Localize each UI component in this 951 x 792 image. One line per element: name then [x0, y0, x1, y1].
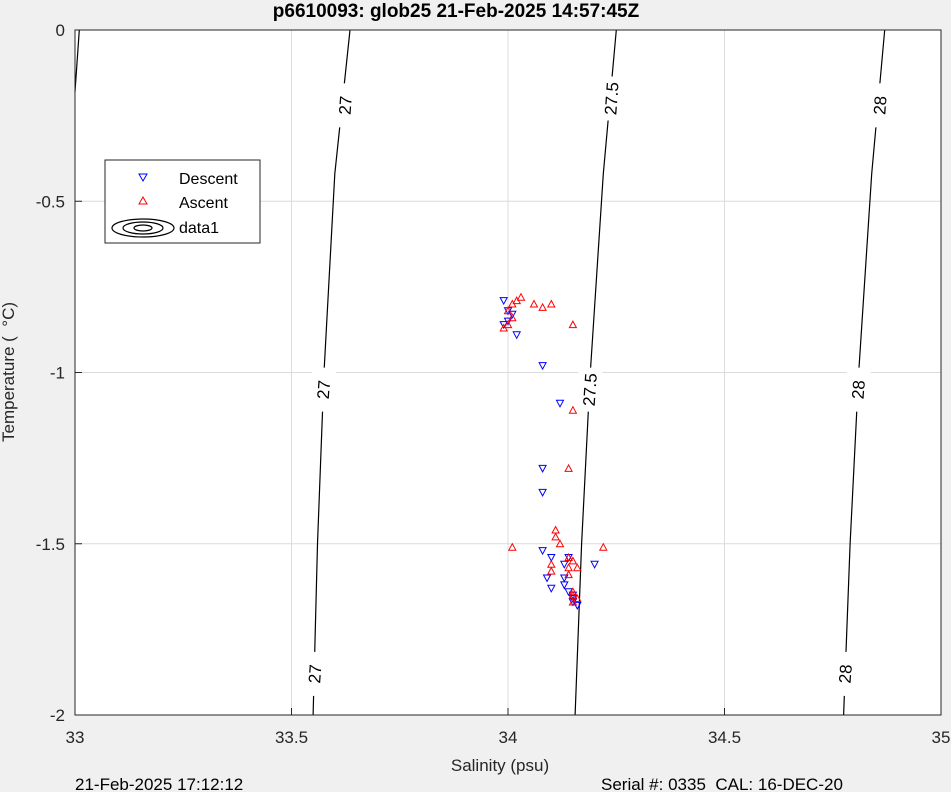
ascent-point: [564, 570, 573, 579]
descent-point: [546, 554, 556, 563]
descent-point: [538, 362, 547, 371]
ascent-point: [546, 299, 556, 308]
chart-title: p6610093: glob25 21-Feb-2025 14:57:45Z: [273, 1, 640, 22]
legend-contour-icon: [111, 218, 175, 238]
footer-serial-cal: Serial #: 0335 CAL: 16-DEC-20: [601, 775, 843, 792]
contour-label-mask: [303, 651, 328, 696]
ascent-point: [551, 532, 560, 541]
ascent-point: [503, 306, 513, 315]
x-tick-label: 35: [932, 728, 951, 747]
contour-line-edge: [74, 29, 80, 92]
descent-point: [538, 488, 547, 497]
x-axis: 33 33.5 34 34.5 35: [66, 708, 951, 747]
y-axis: 0 -0.5 -1 -1.5 -2: [36, 21, 82, 725]
data-points: [499, 292, 608, 610]
ascent-point: [546, 566, 556, 575]
ascent-point: [499, 323, 509, 332]
descent-point: [546, 584, 556, 593]
contour-label-mask: [868, 83, 893, 128]
ascent-point: [564, 552, 573, 561]
ascent-point: [568, 556, 578, 565]
x-axis-label: Salinity (psu): [451, 756, 549, 775]
contour-label: 27: [314, 380, 334, 400]
contour-label: 28: [849, 380, 869, 400]
ascent-point: [572, 593, 582, 602]
ascent-point: [555, 539, 565, 548]
legend-ascent-marker: [138, 195, 148, 205]
ascent-point: [529, 299, 539, 308]
contour-label: 27.5: [580, 372, 601, 406]
y-tick-label: -1.5: [36, 535, 65, 554]
contour-label: 27: [335, 95, 355, 115]
x-tick-label: 34.5: [708, 728, 741, 747]
contour-label-mask: [333, 83, 358, 128]
contour-label-mask: [599, 76, 624, 121]
ascent-point: [568, 320, 578, 329]
y-tick-label: 0: [56, 21, 65, 40]
ascent-point: [512, 296, 522, 305]
ascent-point: [568, 597, 578, 606]
y-tick-label: -0.5: [36, 192, 65, 211]
descent-point: [572, 601, 582, 610]
descent-point: [538, 464, 547, 473]
legend-contour-label: data1: [179, 220, 219, 237]
ascent-point: [516, 292, 526, 301]
legend-box: [104, 159, 261, 244]
contour-label: 28: [836, 664, 856, 684]
legend-ascent-label: Ascent: [179, 195, 228, 212]
legend: Descent Ascent data1: [104, 159, 261, 244]
ascent-point: [572, 563, 582, 572]
descent-point: [542, 574, 552, 583]
legend-descent-label: Descent: [179, 171, 238, 188]
footer-timestamp: 21-Feb-2025 17:12:12: [75, 775, 243, 792]
ascent-point: [538, 302, 547, 311]
ascent-point: [507, 313, 517, 322]
density-contours: 27 27 27 27.5 27.5 28 28 28: [74, 29, 893, 716]
contour-label-mask: [846, 367, 871, 412]
contour-label: 27: [305, 664, 325, 684]
descent-point: [499, 297, 509, 306]
y-tick-label: -1: [50, 364, 65, 383]
ascent-point: [564, 463, 573, 472]
y-axis-label: Temperature ( °C): [0, 302, 18, 442]
descent-point: [559, 581, 569, 590]
contour-label: 27.5: [601, 81, 622, 115]
descent-point: [559, 560, 569, 569]
ascent-point: [507, 542, 517, 551]
contour-label-mask: [311, 367, 336, 412]
ascent-point: [598, 542, 608, 551]
descent-point: [512, 331, 522, 340]
contour-label-mask: [833, 651, 858, 696]
ascent-point: [507, 299, 517, 308]
legend-descent-marker: [138, 173, 148, 183]
contour-label: 28: [870, 95, 890, 115]
descent-point: [538, 547, 547, 556]
x-tick-label: 33: [66, 728, 85, 747]
x-tick-label: 34: [499, 728, 518, 747]
descent-point: [507, 310, 517, 319]
descent-point: [590, 560, 599, 569]
x-tick-label: 33.5: [275, 728, 308, 747]
y-tick-label: -2: [50, 706, 65, 725]
descent-point: [555, 399, 565, 408]
ascent-point: [568, 587, 578, 596]
ascent-point: [503, 320, 513, 329]
ascent-point: [568, 405, 578, 414]
descent-point: [559, 574, 569, 583]
contour-label-mask: [578, 367, 603, 412]
